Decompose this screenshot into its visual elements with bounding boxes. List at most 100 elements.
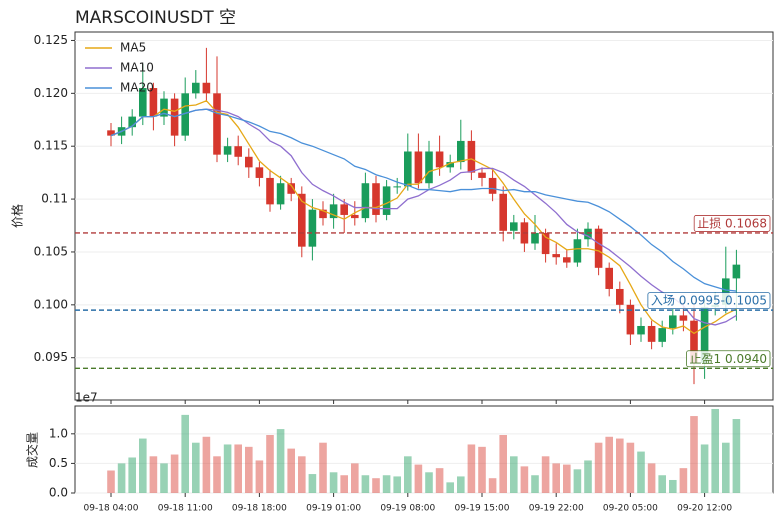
x-tick-label: 09-18 11:00 xyxy=(158,504,213,514)
y-tick-label: 0.11 xyxy=(41,192,68,206)
candle-body xyxy=(446,162,454,168)
volume-bar xyxy=(308,474,317,493)
volume-bar xyxy=(573,469,582,493)
volume-bar xyxy=(170,454,179,493)
volume-bar xyxy=(202,436,211,493)
level-label-bg xyxy=(647,292,771,310)
candle-body xyxy=(202,82,211,94)
volume-bar xyxy=(213,456,221,493)
volume-bar xyxy=(255,460,264,493)
volume-bar xyxy=(584,460,592,493)
candle-body xyxy=(425,151,433,184)
candle-body xyxy=(499,193,507,231)
y-tick-label: 1.0 xyxy=(49,426,68,440)
volume-bar xyxy=(669,479,677,493)
volume-offset-label: 1e7 xyxy=(75,391,98,405)
volume-bar xyxy=(711,408,719,493)
ma-line xyxy=(110,99,737,335)
volume-bar xyxy=(605,436,613,493)
candle-body xyxy=(488,177,497,194)
candle-body xyxy=(669,315,677,329)
candle-body xyxy=(192,82,200,94)
candle-body xyxy=(276,183,285,205)
volume-bar xyxy=(679,468,688,493)
candle-body xyxy=(584,228,592,240)
plot-frame xyxy=(74,31,774,401)
volume-bar xyxy=(245,446,253,493)
volume-bar xyxy=(329,472,338,493)
candle-body xyxy=(404,151,412,187)
volume-bar xyxy=(616,438,624,493)
candle-body xyxy=(128,116,136,128)
legend-label: MA10 xyxy=(120,61,154,75)
level-label-box: 入场 0.0995-0.1005 xyxy=(647,292,771,310)
volume-bar xyxy=(457,476,465,493)
volume-frame xyxy=(74,405,774,494)
volume-bar xyxy=(647,463,656,493)
y-tick-label: 0.100 xyxy=(34,297,68,311)
candle-body xyxy=(647,325,656,342)
candle-body xyxy=(457,140,465,163)
candle-body xyxy=(414,151,423,184)
volume-bar xyxy=(319,442,327,493)
candle-body xyxy=(382,186,391,215)
volume-bar xyxy=(626,442,635,493)
candle-body xyxy=(435,151,444,168)
volume-bar xyxy=(266,435,274,493)
volume-bar xyxy=(541,456,550,493)
volume-bar xyxy=(351,463,359,493)
y-tick-label: 0.095 xyxy=(34,350,68,364)
level-label-bg xyxy=(693,215,771,232)
volume-bar xyxy=(594,442,603,493)
candle-body xyxy=(626,304,635,335)
volume-axis-label: 成交量 xyxy=(25,432,40,468)
level-label: 止损 0.1068 xyxy=(697,216,767,230)
level-label-bg xyxy=(686,350,771,368)
volume-bar xyxy=(520,466,529,493)
candle-body xyxy=(594,228,603,268)
candle-body xyxy=(329,204,338,219)
x-tick-label: 09-19 15:00 xyxy=(455,504,510,514)
candle-body xyxy=(308,209,317,247)
candle-body xyxy=(107,130,115,136)
x-tick-label: 09-20 12:00 xyxy=(677,504,732,514)
candle-body xyxy=(616,288,624,305)
volume-bar xyxy=(404,456,412,493)
volume-bar xyxy=(552,463,560,493)
ma-line xyxy=(110,108,737,292)
candle-body xyxy=(541,232,550,255)
volume-bar xyxy=(690,416,698,493)
candle-body xyxy=(255,167,264,178)
ma-line xyxy=(110,108,737,326)
y-tick-label: 0.5 xyxy=(49,456,68,470)
x-tick-label: 09-19 22:00 xyxy=(529,504,584,514)
volume-bar xyxy=(510,456,518,493)
y-tick-label: 0.105 xyxy=(34,244,68,258)
volume-bar xyxy=(382,475,391,493)
candle-body xyxy=(287,183,295,194)
x-tick-label: 09-18 04:00 xyxy=(84,504,139,514)
volume-bar xyxy=(446,482,454,493)
candle-body xyxy=(160,98,168,117)
y-tick-label: 0.125 xyxy=(34,33,68,47)
volume-bar xyxy=(139,438,147,493)
volume-bar xyxy=(563,464,571,493)
candle-body xyxy=(266,177,274,205)
level-label: 止盈1 0.0940 xyxy=(690,352,767,366)
volume-bar xyxy=(658,475,666,493)
candle-body xyxy=(531,232,539,244)
y-axis-label: 价格 xyxy=(10,204,25,228)
volume-bar xyxy=(160,463,168,493)
candle-body xyxy=(510,222,518,231)
candle-body xyxy=(319,209,327,219)
candle-body xyxy=(139,88,147,117)
volume-bar xyxy=(298,456,306,493)
volume-bar xyxy=(478,446,486,493)
x-tick-label: 09-18 18:00 xyxy=(232,504,287,514)
candle-body xyxy=(478,172,486,178)
volume-bar xyxy=(117,463,126,493)
candle-body xyxy=(700,306,709,363)
candle-body xyxy=(722,278,730,305)
volume-bar xyxy=(488,478,497,493)
